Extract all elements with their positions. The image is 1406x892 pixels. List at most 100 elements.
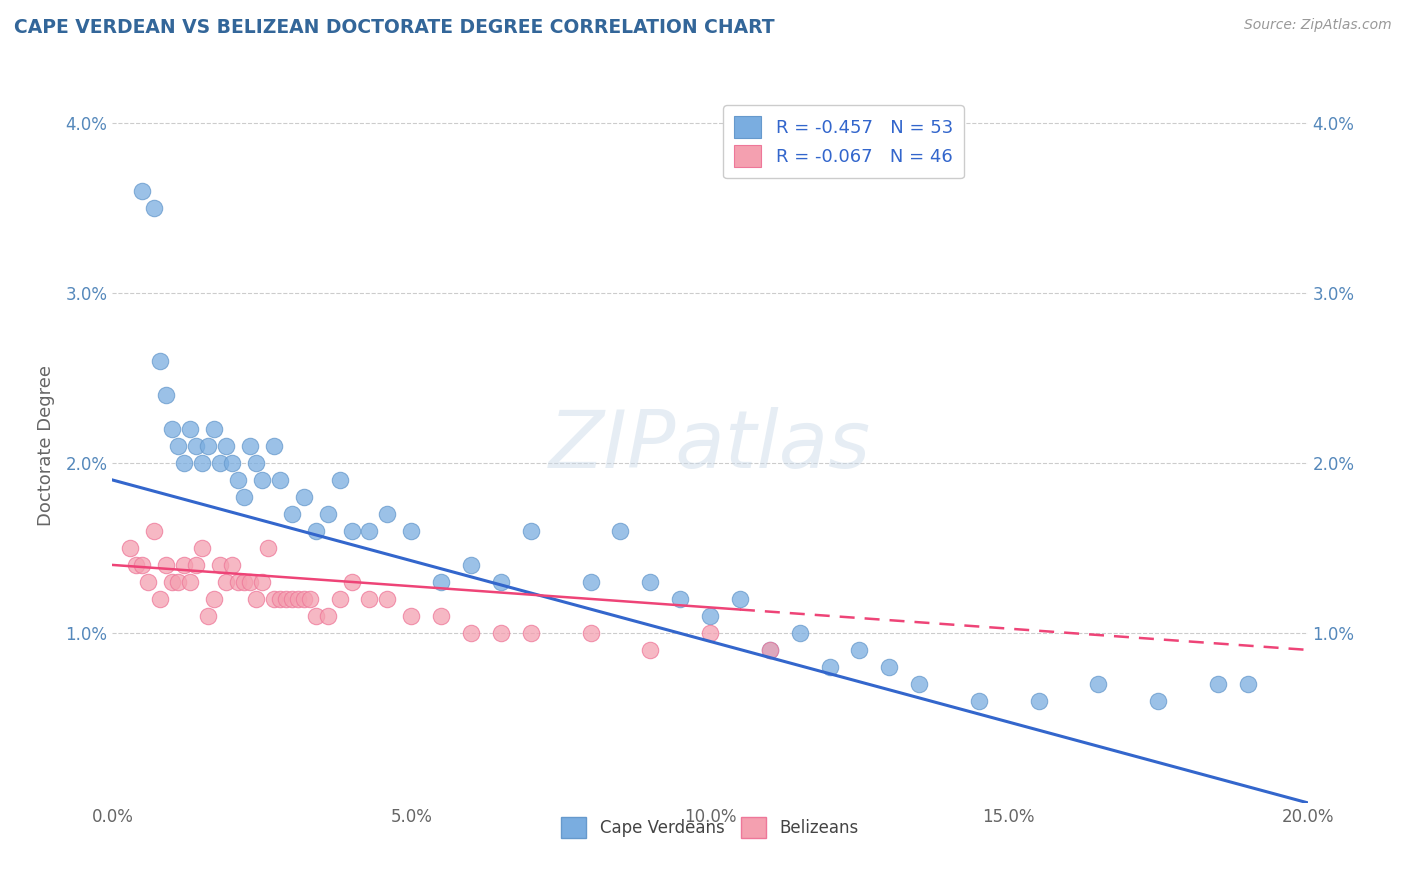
Point [287,591,309,606]
Point [269,473,291,487]
Point [269,591,291,606]
Point [298,591,321,606]
Point [250,574,273,589]
Point [967,694,990,708]
Point [728,591,751,606]
Point [155,388,177,402]
Point [430,608,453,623]
Point [173,558,195,572]
Point [1087,677,1109,691]
Point [149,591,172,606]
Point [167,574,190,589]
Point [155,558,177,572]
Point [759,643,782,657]
Point [125,558,148,572]
Point [274,591,297,606]
Point [359,524,381,538]
Y-axis label: Doctorate Degree: Doctorate Degree [37,366,55,526]
Point [292,490,315,504]
Point [340,574,363,589]
Point [401,524,423,538]
Point [263,591,285,606]
Point [1147,694,1170,708]
Point [226,473,249,487]
Point [221,558,243,572]
Point [202,591,225,606]
Point [316,608,339,623]
Point [191,456,214,470]
Point [759,643,782,657]
Point [233,574,256,589]
Point [162,422,183,436]
Point [1028,694,1050,708]
Point [359,591,381,606]
Point [233,490,256,504]
Point [699,626,721,640]
Text: Source: ZipAtlas.com: Source: ZipAtlas.com [1244,18,1392,32]
Point [186,439,208,453]
Text: CAPE VERDEAN VS BELIZEAN DOCTORATE DEGREE CORRELATION CHART: CAPE VERDEAN VS BELIZEAN DOCTORATE DEGRE… [14,18,775,37]
Point [1237,677,1260,691]
Point [489,626,512,640]
Point [329,473,352,487]
Point [609,524,631,538]
Point [149,354,172,368]
Point [520,626,543,640]
Point [215,574,238,589]
Point [186,558,208,572]
Point [292,591,315,606]
Point [489,574,512,589]
Legend: Cape Verdeans, Belizeans: Cape Verdeans, Belizeans [555,811,865,845]
Point [215,439,238,453]
Point [197,608,219,623]
Point [245,591,267,606]
Point [209,558,232,572]
Point [263,439,285,453]
Point [669,591,692,606]
Point [281,507,304,521]
Point [179,422,201,436]
Point [120,541,142,555]
Point [377,591,399,606]
Point [239,574,262,589]
Point [640,574,662,589]
Point [209,456,232,470]
Point [1206,677,1229,691]
Point [908,677,931,691]
Point [131,558,153,572]
Point [245,456,267,470]
Point [202,422,225,436]
Point [377,507,399,521]
Point [173,456,195,470]
Point [191,541,214,555]
Point [281,591,304,606]
Point [143,524,166,538]
Point [430,574,453,589]
Point [257,541,280,555]
Point [848,643,870,657]
Point [131,184,153,198]
Point [640,643,662,657]
Point [579,574,602,589]
Point [699,608,721,623]
Point [579,626,602,640]
Point [197,439,219,453]
Point [305,524,328,538]
Point [239,439,262,453]
Point [167,439,190,453]
Point [818,660,841,674]
Point [460,558,482,572]
Point [138,574,160,589]
Point [162,574,183,589]
Point [340,524,363,538]
Point [226,574,249,589]
Point [329,591,352,606]
Point [143,201,166,215]
Point [305,608,328,623]
Point [879,660,901,674]
Point [460,626,482,640]
Point [789,626,811,640]
Point [316,507,339,521]
Point [221,456,243,470]
Point [179,574,201,589]
